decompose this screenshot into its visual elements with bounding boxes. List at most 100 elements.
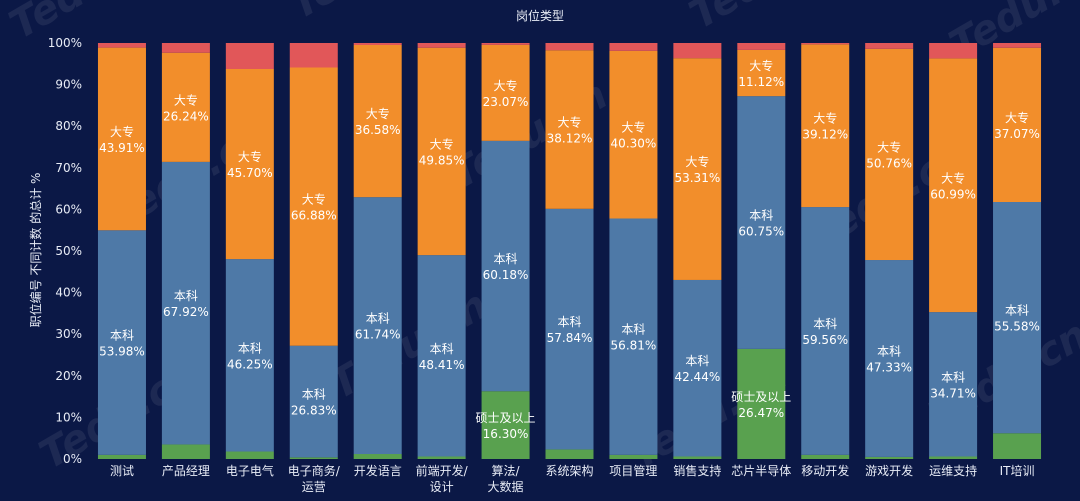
x-tick-label: 移动开发 xyxy=(801,463,849,478)
y-tick-label: 90% xyxy=(55,78,82,92)
data-label-value: 45.70% xyxy=(227,166,273,180)
bar-segment xyxy=(801,43,850,45)
data-label-series: 硕士及以上 xyxy=(476,411,536,425)
y-tick-label: 100% xyxy=(48,36,82,50)
y-tick-label: 60% xyxy=(55,202,82,216)
x-tick-label: 电子商务/ xyxy=(288,463,341,478)
data-label-series: 大专 xyxy=(941,170,965,185)
bar-segment xyxy=(417,47,466,256)
bar-segment xyxy=(737,43,786,50)
bar-segment xyxy=(545,50,594,209)
bar-segment xyxy=(545,449,594,459)
bar-segment xyxy=(673,43,722,59)
x-tick-label: 开发语言 xyxy=(354,463,402,478)
bar-segment xyxy=(609,454,658,459)
bar-segment xyxy=(289,345,338,458)
data-label-series: 大专 xyxy=(302,192,326,207)
y-axis-label: 职位编号 不同计数 的总计 % xyxy=(28,173,43,328)
data-label-value: 23.07% xyxy=(483,95,529,109)
x-tick-label: 算法/ xyxy=(492,463,521,478)
data-label-series: 本科 xyxy=(174,289,198,303)
data-label-series: 本科 xyxy=(430,342,454,356)
bar-segment xyxy=(353,44,402,198)
watermark-text: Tedu.cn xyxy=(322,282,495,409)
data-label-value: 37.07% xyxy=(994,127,1040,141)
data-label-value: 47.33% xyxy=(866,360,912,374)
data-label-series: 大专 xyxy=(1005,110,1029,125)
data-label-series: 本科 xyxy=(366,312,390,326)
bar-segment xyxy=(801,454,850,459)
bar-segment xyxy=(801,44,850,208)
data-label-value: 43.91% xyxy=(99,141,145,155)
bar-segment xyxy=(609,43,658,51)
bar-segment xyxy=(353,454,402,459)
y-tick-label: 20% xyxy=(55,369,82,383)
data-label-series: 本科 xyxy=(941,370,965,384)
data-label-value: 67.92% xyxy=(163,305,209,319)
data-label-value: 26.83% xyxy=(291,404,337,418)
data-label-series: 大专 xyxy=(430,136,454,151)
watermark-text: Tedu.cn xyxy=(2,0,175,49)
data-label-value: 49.85% xyxy=(419,153,465,167)
data-label-series: 本科 xyxy=(302,388,326,402)
bar-segment xyxy=(737,49,786,97)
x-tick-label: 设计 xyxy=(430,480,454,494)
bar-segment xyxy=(609,50,658,219)
x-tick-label: 测试 xyxy=(110,463,134,478)
data-label-value: 42.44% xyxy=(674,370,720,384)
data-label-series: 大专 xyxy=(557,115,581,130)
y-tick-label: 40% xyxy=(55,286,82,300)
data-label-series: 本科 xyxy=(877,344,901,358)
bar-segment xyxy=(993,201,1042,434)
data-label-value: 11.12% xyxy=(738,75,784,89)
bar-segment xyxy=(737,96,786,349)
bar-segment xyxy=(353,197,402,455)
bar-segment xyxy=(673,456,722,459)
bar-segment xyxy=(993,433,1042,459)
x-tick-label: 前端开发/ xyxy=(416,463,469,478)
data-label-value: 55.58% xyxy=(994,320,1040,334)
bar-segment xyxy=(225,259,274,452)
data-label-value: 53.98% xyxy=(99,345,145,359)
data-label-series: 本科 xyxy=(813,317,837,331)
bar-segment xyxy=(225,451,274,459)
x-tick-label: 运营 xyxy=(302,480,326,494)
bar-segment xyxy=(545,43,594,51)
bar-segment xyxy=(801,207,850,455)
data-label-value: 50.76% xyxy=(866,156,912,170)
watermark-text: Tedu.cn xyxy=(282,0,455,29)
bar-segment xyxy=(673,58,722,280)
bar-segment xyxy=(97,47,146,231)
data-label-series: 本科 xyxy=(685,354,709,368)
bar-segment xyxy=(929,312,978,457)
data-label-value: 36.58% xyxy=(355,123,401,137)
data-label-value: 56.81% xyxy=(611,339,657,353)
bar-segment xyxy=(481,391,530,459)
data-label-value: 59.56% xyxy=(802,333,848,347)
data-label-value: 38.12% xyxy=(547,132,593,146)
y-tick-label: 80% xyxy=(55,119,82,133)
data-label-series: 本科 xyxy=(238,341,262,355)
data-label-series: 大专 xyxy=(877,139,901,154)
data-label-series: 大专 xyxy=(174,92,198,107)
bar-segment xyxy=(225,69,274,260)
x-tick-label: 系统架构 xyxy=(545,463,593,478)
data-label-value: 39.12% xyxy=(802,128,848,142)
bar-segment xyxy=(865,456,914,459)
bar-segment xyxy=(865,48,914,261)
bar-segment xyxy=(289,67,338,346)
data-label-value: 66.88% xyxy=(291,209,337,223)
data-label-value: 61.74% xyxy=(355,328,401,342)
bar-segment xyxy=(97,454,146,459)
data-label-series: 本科 xyxy=(749,209,773,223)
data-label-value: 48.41% xyxy=(419,358,465,372)
bar-segment xyxy=(609,218,658,455)
x-tick-label: 运维支持 xyxy=(929,463,977,478)
data-label-series: 本科 xyxy=(494,252,518,266)
bar-segment xyxy=(993,43,1042,48)
x-tick-label: 大数据 xyxy=(488,479,524,494)
data-label-value: 26.24% xyxy=(163,109,209,123)
data-label-value: 40.30% xyxy=(611,137,657,151)
bar-segment xyxy=(929,456,978,459)
data-label-series: 大专 xyxy=(621,120,645,135)
